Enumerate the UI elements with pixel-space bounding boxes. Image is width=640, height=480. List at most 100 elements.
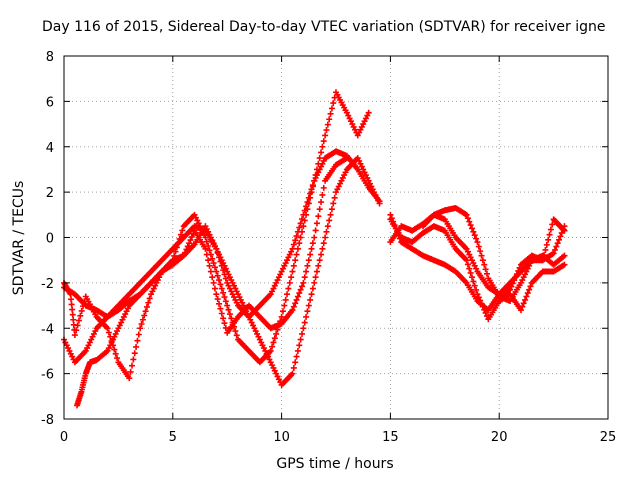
data-point bbox=[307, 296, 314, 303]
data-point bbox=[523, 293, 530, 300]
data-point bbox=[209, 274, 216, 281]
data-point bbox=[322, 132, 329, 139]
data-point bbox=[479, 257, 486, 264]
y-tick-label: 4 bbox=[46, 141, 54, 156]
data-point bbox=[203, 251, 210, 258]
data-point bbox=[483, 270, 490, 277]
data-point bbox=[70, 316, 77, 323]
data-point bbox=[463, 211, 470, 218]
data-point bbox=[209, 255, 216, 262]
data-point bbox=[561, 261, 568, 268]
data-point bbox=[294, 293, 301, 300]
data-point bbox=[511, 277, 518, 284]
data-point bbox=[271, 335, 278, 342]
data-point bbox=[71, 332, 78, 339]
data-point bbox=[207, 268, 214, 275]
data-point bbox=[293, 296, 300, 303]
data-point bbox=[470, 228, 477, 235]
data-point bbox=[297, 286, 304, 293]
data-point bbox=[222, 298, 229, 305]
data-point bbox=[285, 285, 292, 292]
data-point bbox=[469, 274, 475, 281]
data-point bbox=[77, 312, 84, 319]
data-point bbox=[466, 265, 473, 272]
data-point bbox=[293, 251, 300, 258]
data-point bbox=[515, 267, 522, 274]
data-point bbox=[300, 325, 307, 332]
data-point bbox=[173, 244, 180, 251]
data-point bbox=[218, 310, 225, 317]
data-point bbox=[217, 258, 224, 265]
data-point bbox=[318, 251, 325, 258]
data-point bbox=[319, 191, 326, 198]
data-point bbox=[313, 268, 320, 275]
data-point bbox=[549, 221, 556, 228]
data-point bbox=[479, 303, 486, 310]
data-point bbox=[526, 286, 533, 293]
data-point bbox=[218, 285, 225, 292]
data-point bbox=[176, 235, 183, 242]
data-point bbox=[481, 306, 488, 313]
data-point bbox=[105, 329, 112, 336]
data-point bbox=[183, 246, 190, 253]
data-point bbox=[281, 302, 288, 309]
data-point bbox=[131, 350, 138, 357]
data-point bbox=[318, 149, 325, 156]
data-point bbox=[211, 285, 218, 292]
data-point bbox=[69, 311, 76, 318]
data-point bbox=[308, 245, 315, 252]
data-point bbox=[304, 199, 311, 206]
data-point bbox=[233, 332, 240, 339]
data-point bbox=[328, 105, 335, 112]
data-point bbox=[141, 312, 148, 319]
data-point bbox=[343, 155, 350, 162]
data-point bbox=[319, 143, 326, 150]
data-point bbox=[308, 186, 315, 193]
data-point bbox=[114, 355, 121, 362]
data-point bbox=[75, 317, 82, 324]
data-point bbox=[228, 315, 235, 322]
data-point bbox=[553, 243, 560, 250]
data-point bbox=[365, 109, 372, 116]
data-point bbox=[307, 251, 314, 258]
data-point bbox=[307, 190, 314, 197]
data-point bbox=[213, 245, 220, 252]
data-point bbox=[74, 322, 81, 329]
data-point bbox=[289, 307, 296, 314]
data-point bbox=[177, 231, 184, 238]
data-point bbox=[318, 199, 325, 206]
data-point bbox=[224, 302, 231, 309]
data-point bbox=[109, 342, 116, 349]
data-point bbox=[184, 243, 191, 250]
data-point bbox=[320, 184, 327, 191]
data-point bbox=[206, 262, 213, 269]
chart-title: Day 116 of 2015, Sidereal Day-to-day VTE… bbox=[42, 19, 606, 35]
data-point bbox=[130, 356, 137, 363]
data-point bbox=[296, 342, 303, 349]
data-point bbox=[78, 307, 85, 314]
data-point bbox=[327, 110, 334, 117]
data-point bbox=[286, 279, 293, 286]
data-point bbox=[182, 249, 189, 256]
data-point bbox=[220, 289, 227, 296]
data-point bbox=[126, 375, 133, 382]
data-point bbox=[545, 236, 552, 243]
data-point bbox=[296, 224, 303, 231]
data-point bbox=[546, 231, 553, 238]
data-point bbox=[221, 320, 228, 327]
data-point bbox=[475, 294, 482, 301]
data-point bbox=[556, 236, 563, 243]
data-point bbox=[217, 281, 224, 288]
data-point bbox=[186, 240, 193, 247]
data-point bbox=[267, 347, 274, 354]
data-point bbox=[301, 319, 308, 326]
data-point bbox=[313, 220, 320, 227]
data-point bbox=[542, 246, 549, 253]
data-point bbox=[324, 223, 331, 230]
data-point bbox=[524, 290, 531, 297]
data-point bbox=[202, 245, 209, 252]
data-point bbox=[557, 233, 564, 240]
data-point bbox=[508, 283, 515, 290]
data-point bbox=[327, 211, 334, 218]
data-point bbox=[303, 268, 310, 275]
